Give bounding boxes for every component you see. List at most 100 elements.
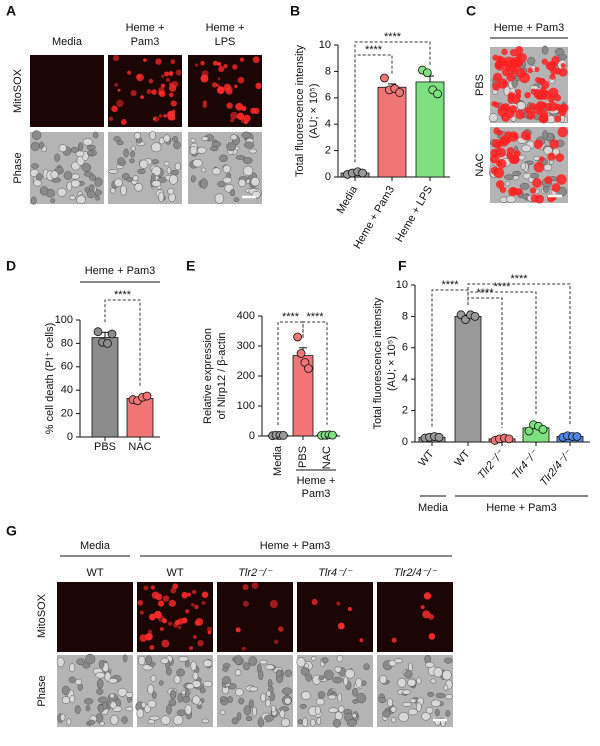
y-tick-label: 2 bbox=[402, 405, 408, 417]
cell bbox=[83, 698, 94, 705]
cell bbox=[85, 653, 96, 665]
cell-signal bbox=[211, 82, 218, 88]
x-tick-label: NAC bbox=[321, 446, 333, 469]
cell-signal bbox=[235, 627, 241, 633]
cell bbox=[134, 182, 143, 192]
cell-signal bbox=[147, 629, 153, 635]
cell bbox=[230, 134, 238, 141]
y-axis-label: Total fluorescence intensity bbox=[294, 44, 306, 177]
cell bbox=[167, 187, 175, 195]
cell bbox=[170, 169, 179, 176]
cell-signal bbox=[172, 583, 179, 590]
cell bbox=[203, 659, 213, 668]
data-point bbox=[296, 349, 306, 358]
cell-signal bbox=[347, 606, 352, 612]
column-label: Pam3 bbox=[131, 36, 160, 48]
cell bbox=[279, 709, 286, 718]
y-tick-label: 300 bbox=[237, 340, 255, 352]
cell bbox=[129, 158, 135, 164]
cell-signal bbox=[230, 118, 235, 123]
cell bbox=[149, 715, 160, 721]
cell bbox=[445, 710, 451, 717]
cell-signal bbox=[160, 627, 164, 631]
cell-signal bbox=[496, 158, 507, 169]
cell bbox=[543, 163, 553, 171]
data-point bbox=[107, 329, 117, 339]
cell-signal bbox=[218, 65, 225, 73]
cell bbox=[30, 141, 40, 151]
cell bbox=[86, 150, 94, 156]
cell bbox=[520, 162, 526, 170]
cell-signal bbox=[149, 644, 155, 650]
y-tick-label: 4 bbox=[325, 118, 331, 130]
cell bbox=[66, 181, 73, 191]
x-tick-label: Tlr2⁻/⁻ bbox=[476, 447, 508, 481]
cell bbox=[132, 175, 139, 182]
cell-signal bbox=[202, 103, 208, 108]
x-tick-label: WT bbox=[452, 448, 472, 469]
cell bbox=[30, 196, 37, 205]
group-label: Media bbox=[80, 540, 111, 552]
cell-signal bbox=[244, 120, 248, 125]
cell-signal bbox=[164, 71, 169, 77]
cell-signal bbox=[544, 176, 553, 185]
cell-signal bbox=[508, 187, 518, 197]
cell-signal bbox=[493, 167, 505, 179]
cell-signal bbox=[243, 114, 251, 123]
cell bbox=[189, 145, 198, 155]
y-tick-label: 0 bbox=[402, 436, 408, 448]
cell-signal bbox=[538, 156, 545, 162]
x-tick-label: Tlr4⁻/⁻ bbox=[510, 447, 542, 481]
cell bbox=[222, 666, 229, 672]
cell-signal bbox=[111, 105, 118, 113]
cell bbox=[390, 706, 397, 713]
column-label: WT bbox=[86, 567, 103, 579]
cell bbox=[139, 159, 149, 169]
data-point bbox=[303, 364, 313, 373]
significance-bracket bbox=[302, 321, 328, 425]
y-tick-label: 6 bbox=[325, 92, 331, 104]
cell bbox=[409, 698, 417, 704]
cell bbox=[74, 678, 83, 686]
cell bbox=[141, 701, 147, 709]
cell bbox=[31, 130, 42, 140]
cell-signal bbox=[251, 582, 259, 590]
cell-signal bbox=[336, 601, 341, 606]
cell-signal bbox=[181, 617, 188, 624]
cell-signal bbox=[151, 89, 157, 95]
cell bbox=[243, 141, 255, 149]
cell bbox=[248, 686, 259, 692]
cell-signal bbox=[157, 615, 165, 622]
cell-signal bbox=[549, 139, 559, 149]
cell bbox=[69, 195, 76, 201]
cell-signal bbox=[494, 61, 503, 69]
cell bbox=[378, 697, 387, 703]
cell bbox=[242, 662, 251, 671]
cell bbox=[554, 47, 565, 56]
cell bbox=[231, 717, 239, 725]
cell-signal bbox=[560, 62, 566, 69]
cell-signal bbox=[541, 90, 551, 100]
cell bbox=[150, 159, 160, 165]
cell bbox=[296, 657, 306, 668]
x-tick-label: NAC bbox=[128, 441, 151, 453]
header: Heme + Pam3 bbox=[85, 265, 156, 277]
cell-signal bbox=[234, 84, 238, 89]
cell-signal bbox=[501, 80, 508, 87]
group-label: Heme + Pam3 bbox=[486, 502, 557, 514]
cell bbox=[521, 144, 532, 153]
cell bbox=[245, 715, 253, 722]
cell bbox=[300, 666, 309, 676]
cell-signal bbox=[160, 83, 166, 88]
cell-signal bbox=[526, 110, 536, 120]
cell bbox=[430, 678, 437, 684]
significance-label: **** bbox=[306, 311, 324, 323]
y-axis-label: (AU; × 10⁵) bbox=[308, 84, 320, 139]
cell bbox=[435, 708, 440, 717]
cell bbox=[407, 678, 417, 687]
cell bbox=[174, 162, 181, 171]
cell-signal bbox=[127, 70, 132, 75]
cell bbox=[138, 655, 146, 666]
x-tick-label: Media bbox=[272, 445, 284, 476]
cell-signal bbox=[187, 592, 191, 597]
